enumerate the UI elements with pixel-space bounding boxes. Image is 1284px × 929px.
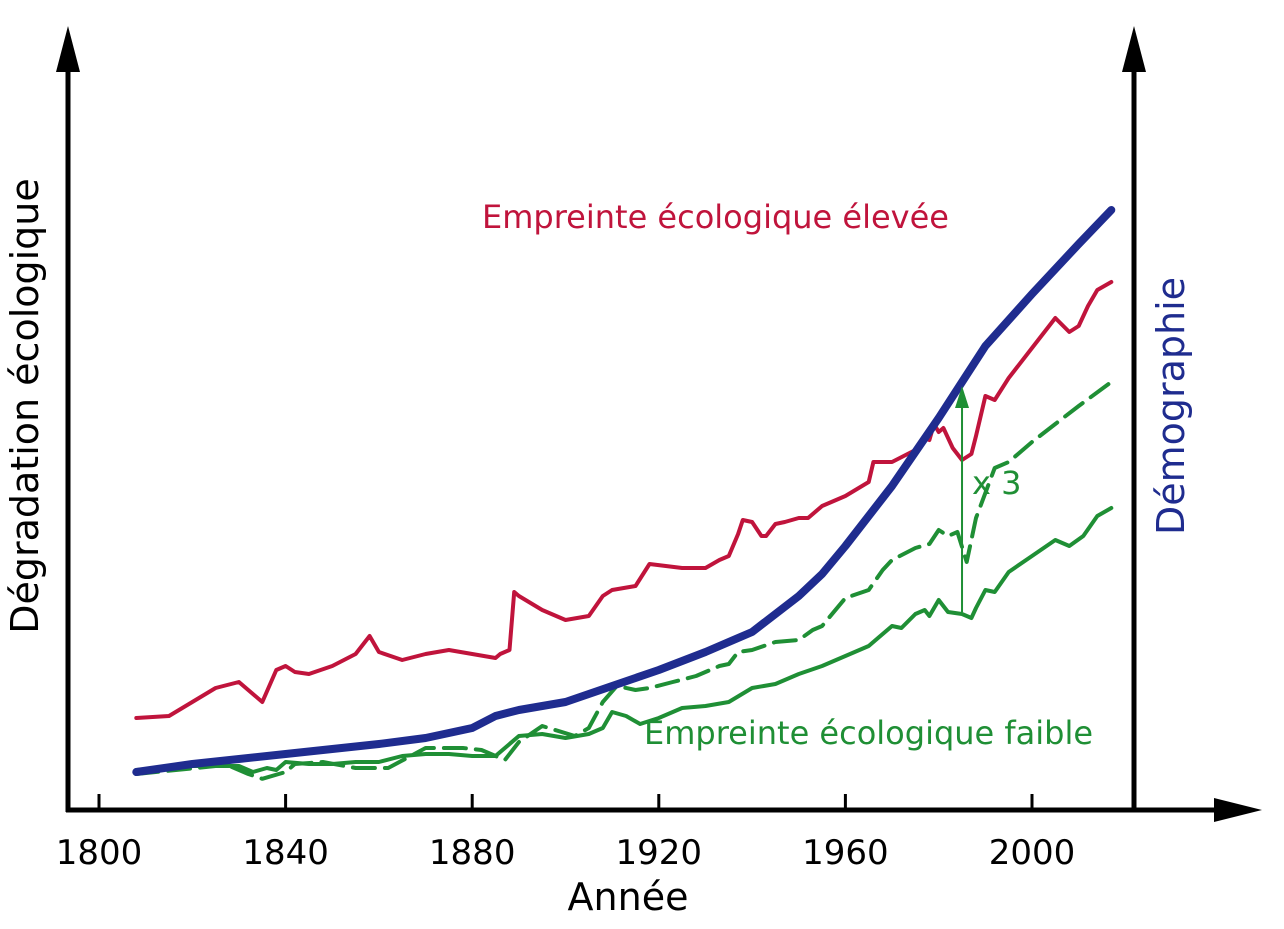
y-axis-left-title: Dégradation écologique <box>3 178 47 634</box>
ratio-arrowhead <box>955 386 970 408</box>
y-axis-right-title: Démographie <box>1149 277 1193 535</box>
series-line-d-mographie <box>132 206 1116 776</box>
axes <box>56 26 1262 822</box>
y-axis-right-arrowhead <box>1122 26 1146 72</box>
ratio-label: x 3 <box>972 464 1021 502</box>
x-tick-label: 1800 <box>56 833 143 873</box>
series-layer <box>132 206 1116 781</box>
x-tick-label: 1920 <box>616 833 703 873</box>
series-line-empreinte-cologique-lev-e <box>134 280 1114 720</box>
x-tick-label: 2000 <box>989 833 1076 873</box>
y-axis-left-arrowhead <box>56 26 80 72</box>
x-axis-arrowhead <box>1214 798 1262 822</box>
series-label-high: Empreinte écologique élevée <box>482 198 949 236</box>
series-line-dashed-green <box>134 380 1114 781</box>
x-axis-title: Année <box>568 875 689 919</box>
x-tick-label: 1960 <box>802 833 889 873</box>
x-tick-label: 1840 <box>242 833 329 873</box>
series-line-empreinte-cologique-faible <box>134 506 1114 774</box>
series-label-low: Empreinte écologique faible <box>644 714 1093 752</box>
x-tick-label: 1880 <box>429 833 516 873</box>
x-ticks: 1800 1840 1880 1920 1960 2000 <box>56 794 1076 873</box>
